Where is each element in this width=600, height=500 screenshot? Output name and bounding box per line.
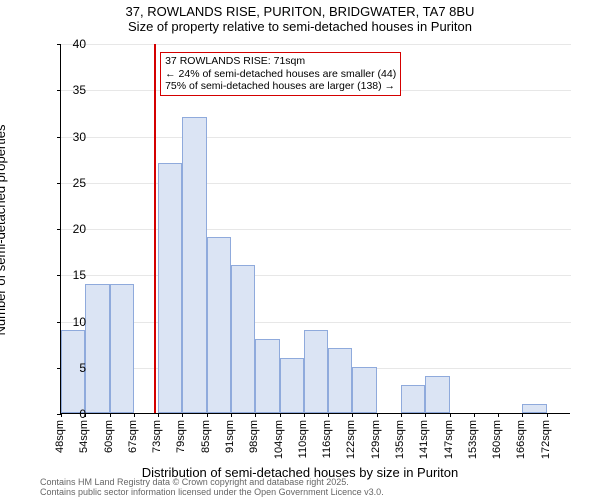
- chart-subtitle: Size of property relative to semi-detach…: [0, 19, 600, 34]
- xtick-label: 166sqm: [515, 420, 527, 459]
- xtick-label: 104sqm: [273, 420, 285, 459]
- xtick-label: 172sqm: [540, 420, 552, 459]
- xtick-label: 122sqm: [345, 420, 357, 459]
- xtick-label: 98sqm: [248, 420, 260, 453]
- histogram-bar: [182, 117, 206, 413]
- gridline: [61, 275, 571, 276]
- histogram-bar: [158, 163, 182, 413]
- plot-region: 37 ROWLANDS RISE: 71sqm← 24% of semi-det…: [60, 44, 570, 414]
- xtick-label: 91sqm: [224, 420, 236, 453]
- xtick-mark: [182, 413, 183, 417]
- xtick-label: 129sqm: [370, 420, 382, 459]
- reference-line: [154, 44, 156, 413]
- ytick-label: 15: [56, 268, 86, 282]
- xtick-label: 85sqm: [200, 420, 212, 453]
- histogram-bar: [352, 367, 376, 413]
- histogram-bar: [304, 330, 328, 413]
- xtick-mark: [255, 413, 256, 417]
- histogram-bar: [207, 237, 231, 413]
- histogram-bar: [85, 284, 109, 414]
- ytick-label: 20: [56, 222, 86, 236]
- xtick-label: 48sqm: [54, 420, 66, 453]
- xtick-mark: [280, 413, 281, 417]
- xtick-mark: [134, 413, 135, 417]
- y-axis-label: Number of semi-detached properties: [0, 125, 8, 336]
- histogram-bar: [280, 358, 304, 414]
- gridline: [61, 229, 571, 230]
- histogram-bar: [401, 385, 425, 413]
- gridline: [61, 322, 571, 323]
- ytick-label: 25: [56, 176, 86, 190]
- xtick-mark: [304, 413, 305, 417]
- histogram-bar: [255, 339, 279, 413]
- xtick-mark: [498, 413, 499, 417]
- annotation-line: ← 24% of semi-detached houses are smalle…: [165, 68, 396, 81]
- xtick-label: 141sqm: [418, 420, 430, 459]
- ytick-label: 0: [56, 407, 86, 421]
- histogram-bar: [110, 284, 134, 414]
- xtick-mark: [158, 413, 159, 417]
- xtick-mark: [352, 413, 353, 417]
- histogram-bar: [328, 348, 352, 413]
- histogram-bar: [231, 265, 255, 413]
- ytick-label: 35: [56, 83, 86, 97]
- ytick-label: 30: [56, 130, 86, 144]
- ytick-label: 10: [56, 315, 86, 329]
- xtick-label: 153sqm: [467, 420, 479, 459]
- xtick-label: 116sqm: [321, 420, 333, 458]
- xtick-label: 135sqm: [394, 420, 406, 459]
- annotation-line: 75% of semi-detached houses are larger (…: [165, 80, 396, 93]
- gridline: [61, 44, 571, 45]
- xtick-label: 54sqm: [78, 420, 90, 453]
- xtick-label: 110sqm: [297, 420, 309, 458]
- chart-area: 37 ROWLANDS RISE: 71sqm← 24% of semi-det…: [60, 44, 570, 414]
- xtick-label: 79sqm: [175, 420, 187, 453]
- ytick-label: 40: [56, 37, 86, 51]
- xtick-mark: [110, 413, 111, 417]
- gridline: [61, 183, 571, 184]
- histogram-bar: [425, 376, 449, 413]
- annotation-line: 37 ROWLANDS RISE: 71sqm: [165, 55, 396, 68]
- xtick-label: 147sqm: [443, 420, 455, 459]
- xtick-mark: [207, 413, 208, 417]
- xtick-mark: [377, 413, 378, 417]
- xtick-label: 160sqm: [491, 420, 503, 459]
- xtick-mark: [474, 413, 475, 417]
- xtick-label: 60sqm: [103, 420, 115, 453]
- xtick-mark: [401, 413, 402, 417]
- attribution-footer: Contains HM Land Registry data © Crown c…: [40, 478, 384, 498]
- xtick-mark: [328, 413, 329, 417]
- xtick-label: 73sqm: [151, 420, 163, 453]
- ytick-label: 5: [56, 361, 86, 375]
- xtick-mark: [450, 413, 451, 417]
- xtick-mark: [425, 413, 426, 417]
- title-block: 37, ROWLANDS RISE, PURITON, BRIDGWATER, …: [0, 0, 600, 34]
- footer-line: Contains public sector information licen…: [40, 488, 384, 498]
- xtick-mark: [547, 413, 548, 417]
- xtick-mark: [522, 413, 523, 417]
- annotation-box: 37 ROWLANDS RISE: 71sqm← 24% of semi-det…: [160, 52, 401, 96]
- gridline: [61, 137, 571, 138]
- chart-title: 37, ROWLANDS RISE, PURITON, BRIDGWATER, …: [0, 4, 600, 19]
- xtick-mark: [231, 413, 232, 417]
- histogram-bar: [522, 404, 546, 413]
- xtick-label: 67sqm: [127, 420, 139, 453]
